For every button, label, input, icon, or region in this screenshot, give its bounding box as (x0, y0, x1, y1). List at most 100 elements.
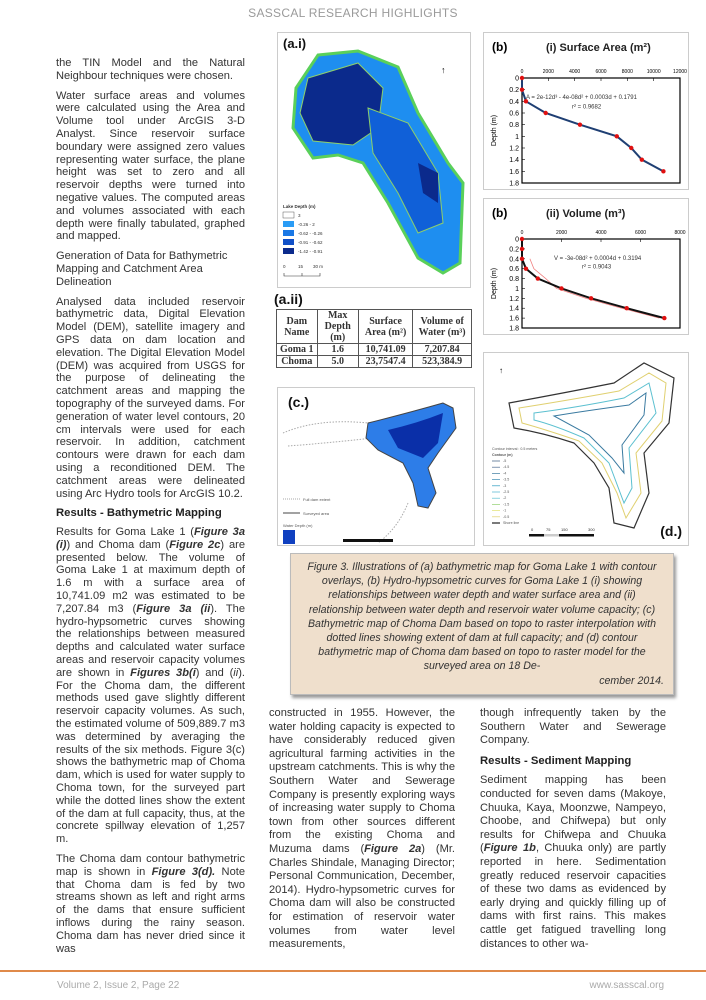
y-tick-label: 1.2 (509, 146, 519, 153)
section-heading: Results - Sediment Mapping (480, 754, 632, 767)
y-tick-label: 1.8 (509, 326, 519, 333)
legend-entry: -4 (503, 471, 506, 475)
data-point (614, 134, 619, 139)
legend-entry: Shore line (503, 521, 519, 525)
scale-label: 15 (298, 264, 304, 269)
r-squared: r² = 0.9682 (572, 104, 602, 110)
legend-entry: -1.5 (503, 502, 509, 506)
chart-label: (b) (492, 40, 507, 54)
data-point (519, 256, 525, 261)
chart-title: (i) Surface Area (m²) (546, 42, 651, 54)
y-tick-label: 1.2 (509, 296, 519, 303)
paragraph: Water surface areas and volumes were cal… (56, 89, 245, 243)
scale-label: 150 (561, 527, 568, 532)
right-column: though infrequently taken by the Souther… (480, 707, 666, 958)
middle-column: constructed in 1955. However, the water … (269, 707, 455, 959)
scale-label: 0 (531, 527, 534, 532)
scale-label: 30 m (313, 264, 323, 269)
paragraph: constructed in 1955. However, the water … (269, 707, 455, 951)
scale-label: 0 (283, 264, 286, 269)
data-point (519, 246, 525, 252)
x-tick-label: 8000 (622, 69, 633, 75)
y-tick-label: 0.8 (509, 122, 519, 129)
north-arrow-icon: ↑ (441, 65, 446, 75)
figure-caption: Figure 3. Illustrations of (a) bathymetr… (290, 553, 674, 695)
legend-entry: -0.62 - -0.26 (298, 231, 323, 236)
y-tick-label: 0.2 (509, 246, 519, 253)
legend-entry: -2.5 (503, 490, 509, 494)
figure-label: (a.i) (283, 36, 307, 51)
legend-entry: -3.5 (503, 478, 509, 482)
y-tick-label: 1.4 (509, 306, 519, 313)
y-tick-label: 0.4 (509, 256, 519, 263)
legend-entry: -3 (503, 484, 506, 488)
x-tick-label: 6000 (595, 69, 606, 75)
legend-entry: -1 (503, 509, 506, 513)
volume-chart: (b) (ii) Volume (m³) 0 2000 4000 6000 8000 0 0.2… (491, 206, 686, 333)
x-tick-label: 0 (521, 69, 524, 75)
paragraph: Sediment mapping has been conducted for … (480, 774, 666, 950)
figure-b-ii-chart: (b) (ii) Volume (m³) 0 2000 4000 6000 8000 0 0.2… (483, 198, 689, 335)
y-tick-label: 0.2 (509, 87, 519, 94)
footer-website: www.sasscal.org (589, 980, 664, 991)
legend-entry: -4.5 (503, 465, 509, 469)
legend-entry: -1.42 - -0.91 (298, 249, 323, 254)
figure-d-map: ↑ Contour interval : 0.5 meters Contour (… (483, 352, 689, 546)
x-tick-label: 0 (521, 230, 524, 236)
data-point (559, 286, 564, 291)
y-tick-label: 0.6 (509, 266, 519, 273)
trendline (529, 258, 660, 319)
paragraph: the TIN Model and the Natural Neighbour … (56, 57, 245, 82)
data-point (535, 276, 540, 281)
y-axis-label: Depth (m) (491, 115, 498, 146)
scale-label: 75 (546, 527, 551, 532)
data-point (519, 236, 525, 242)
series-line (521, 239, 665, 320)
chart-label: (b) (492, 206, 507, 220)
legend-title: Lake Depth (m) (283, 204, 316, 209)
legend-entry: -0.91 - -0.62 (298, 240, 323, 245)
x-tick-label: 6000 (635, 230, 646, 236)
subheading: Generation of Data for Bathymetric Mappi… (56, 250, 228, 288)
running-header: SASSCAL RESEARCH HIGHLIGHTS (248, 6, 458, 20)
y-tick-label: 1.4 (509, 157, 519, 164)
y-tick-label: 0 (515, 76, 519, 83)
table-row: Choma 5.0 23,7547.4 523,384.9 (276, 355, 472, 368)
bathymetric-map: ↑ Lake Depth (m) 3 -0.26 - 2 -0.62 - -0.… (282, 49, 465, 277)
data-point (588, 296, 594, 301)
data-point (577, 122, 583, 127)
legend-entry: -2 (503, 496, 506, 500)
figure-label: (a.ii) (274, 291, 303, 307)
x-tick-label: 4000 (595, 230, 606, 236)
legend-title: Water Depth (m) (283, 523, 313, 528)
y-tick-label: 1.6 (509, 316, 519, 323)
figure-c-map: (c.) Full dam extent Surveyed area Water D… (277, 387, 475, 546)
fit-equation: A = 2e-12d³ - 4e-08d² + 0.0003d + 0.1791 (526, 95, 638, 101)
paragraph: though infrequently taken by the Souther… (480, 707, 666, 747)
data-point (639, 157, 645, 162)
data-point (543, 110, 548, 116)
left-column: the TIN Model and the Natural Neighbour … (56, 57, 245, 962)
legend-entry: 3 (298, 213, 301, 218)
y-tick-label: 0.8 (509, 276, 519, 283)
data-point (523, 266, 529, 271)
north-arrow-icon: ↑ (499, 366, 503, 375)
chart-title: (ii) Volume (m³) (546, 208, 626, 220)
figure-a-i-map: (a.i) ↑ Lake Depth (m) 3 -0.26 - 2 -0.62… (277, 32, 471, 288)
footer-issue: Volume 2, Issue 2, Page 22 (57, 980, 180, 991)
data-point (519, 75, 525, 81)
figure-b-i-chart: (b) (i) Surface Area (m²) 0 2000 4000 6000 800… (483, 32, 689, 190)
x-tick-label: 2000 (543, 69, 554, 75)
paragraph: Analysed data included reservoir bathyme… (56, 295, 245, 500)
legend-subtitle: Contour (m) (492, 453, 513, 457)
x-tick-label: 4000 (569, 69, 580, 75)
fit-equation: V = -3e-08d² + 0.0004d + 0.3194 (554, 256, 642, 262)
legend-entry: -5 (503, 459, 506, 463)
footer-rule (0, 970, 706, 972)
surface-area-chart: (b) (i) Surface Area (m²) 0 2000 4000 6000 800… (491, 40, 687, 188)
legend-title: Contour interval : 0.5 meters (492, 447, 538, 451)
legend-entry: Full dam extent (303, 497, 331, 502)
data-point (662, 315, 667, 321)
legend-entry: -0.5 (503, 515, 509, 519)
data-point (624, 306, 629, 311)
